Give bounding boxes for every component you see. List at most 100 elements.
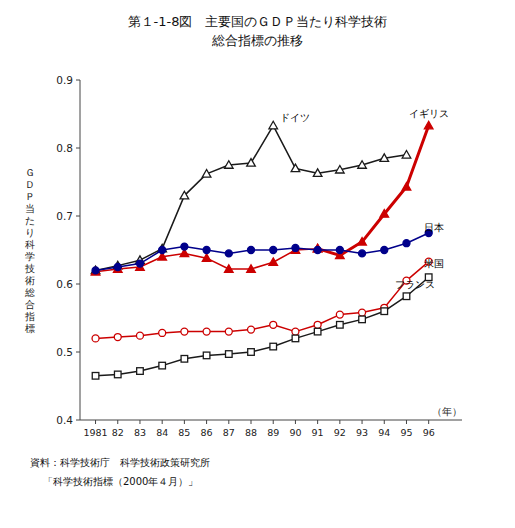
x-tick [184,420,185,424]
point [270,247,277,254]
y-tick [76,216,80,217]
x-tick-label: 96 [423,427,435,438]
line [318,126,429,256]
y-axis-line [80,80,81,420]
x-tick-label: 94 [378,427,390,438]
x-tick-label: 95 [400,427,412,438]
point [403,293,410,300]
point [225,328,232,335]
x-tick-label: 91 [312,427,324,438]
x-tick-label: 93 [356,427,368,438]
x-tick-label: 86 [201,427,213,438]
title: 第１-1-8図 主要国のＧＤＰ当たり科学技術 [128,14,388,29]
point [291,164,300,172]
point [270,321,277,328]
point [314,328,321,335]
point [92,373,99,380]
point [91,267,100,275]
point [358,238,367,246]
point [247,159,256,167]
x-tick [362,420,363,424]
point [292,244,299,251]
chart: 第１-1-8図 主要国のＧＤＰ当たり科学技術総合指標の推移 ＧＤＰ当たり科学技術総… [0,0,515,528]
point [380,210,389,218]
point [381,308,388,315]
line [96,262,429,339]
x-tick [95,420,96,424]
point [181,356,188,363]
point [181,328,188,335]
y-axis-label: ＧＤＰ当たり科学技術総合指標 [24,167,35,334]
x-tick [317,420,318,424]
series [92,230,432,274]
point [314,321,321,328]
source: 「科学技術指標（2000年４月）」 [43,476,198,487]
series [313,121,433,258]
x-tick [428,420,429,424]
y-tick [76,284,80,285]
point [114,264,121,271]
point [114,334,121,341]
point [159,247,166,254]
point [248,247,255,254]
annotations: ドイツイギリス日本米国フランス [280,108,449,290]
point [114,371,121,378]
point [269,258,278,266]
y-tick [76,148,80,149]
y-tick [76,80,80,81]
y-tick-label: 0.8 [56,142,73,154]
x-tick [117,420,118,424]
point [203,247,210,254]
point [269,121,278,129]
x-tick-label: 90 [289,427,301,438]
annotation: 米国 [424,258,444,269]
point [202,254,211,262]
point [292,328,299,335]
plot-area [91,121,433,379]
point [181,243,188,250]
line [96,126,407,271]
x-axis-label: （年） [432,406,462,417]
y-tick-label: 0.7 [56,210,73,222]
point [337,322,344,329]
x-tick-label: 85 [178,427,190,438]
x-tick [206,420,207,424]
point [292,335,299,342]
x-tick-label: 83 [134,427,146,438]
point [136,332,143,339]
point [424,121,433,129]
point [159,329,166,336]
subtitle: 総合指標の推移 [211,33,303,48]
x-tick [384,420,385,424]
point [358,161,367,169]
x-tick-label: 84 [156,427,168,438]
point [248,349,255,356]
point [336,165,345,173]
point [91,266,100,274]
point [359,309,366,316]
y-tick-label: 0.6 [56,278,73,290]
series [92,274,432,379]
point [180,191,189,199]
point [336,311,343,318]
annotation: 日本 [424,222,444,233]
axes: 0.40.50.60.70.80.91981828384858687888990… [56,74,462,438]
x-tick [295,420,296,424]
x-tick [139,420,140,424]
point [225,265,234,273]
point [202,170,211,178]
point [359,250,366,257]
x-tick-label: 89 [267,427,279,438]
y-tick-label: 0.4 [56,414,73,426]
annotation: ドイツ [280,112,310,123]
x-tick [273,420,274,424]
y-tick-label: 0.9 [56,74,73,86]
point [270,343,277,350]
x-tick [339,420,340,424]
point [203,352,210,359]
point [380,154,389,162]
point [226,351,233,358]
point [248,326,255,333]
x-tick [162,420,163,424]
point [381,247,388,254]
